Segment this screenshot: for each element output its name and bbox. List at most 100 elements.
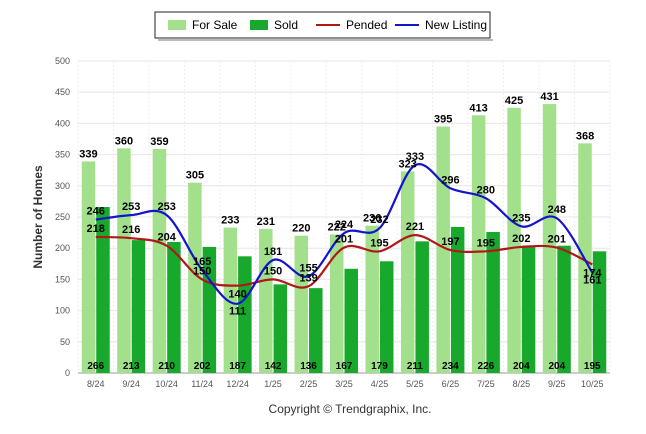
label-for-sale: 220 bbox=[292, 223, 310, 235]
bar-for-sale bbox=[400, 171, 415, 373]
x-tick-label: 11/24 bbox=[191, 379, 213, 389]
label-new-listing: 111 bbox=[229, 306, 246, 318]
x-tick-label: 5/25 bbox=[406, 379, 424, 389]
x-tick-label: 2/25 bbox=[300, 379, 318, 389]
label-sold: 226 bbox=[478, 361, 495, 372]
label-new-listing: 296 bbox=[441, 174, 459, 186]
bar-sold bbox=[96, 207, 110, 373]
y-tick-label: 200 bbox=[55, 243, 70, 253]
label-pended: 216 bbox=[122, 224, 140, 236]
label-sold: 167 bbox=[336, 361, 353, 372]
label-for-sale: 323 bbox=[399, 158, 417, 170]
label-pended: 201 bbox=[548, 234, 566, 246]
bar-sold bbox=[167, 241, 181, 373]
bar-sold bbox=[309, 288, 323, 373]
label-for-sale: 359 bbox=[150, 136, 168, 148]
x-tick-label: 1/25 bbox=[264, 379, 282, 389]
label-for-sale: 425 bbox=[505, 95, 523, 107]
label-for-sale: 339 bbox=[79, 148, 97, 160]
label-sold: 210 bbox=[158, 361, 175, 372]
label-new-listing: 280 bbox=[477, 184, 495, 196]
bar-for-sale bbox=[117, 148, 131, 373]
y-tick-label: 250 bbox=[55, 212, 70, 222]
y-tick-label: 300 bbox=[55, 181, 70, 191]
label-sold: 204 bbox=[548, 361, 565, 372]
label-pended: 139 bbox=[299, 272, 317, 284]
label-for-sale: 236 bbox=[363, 213, 381, 225]
x-tick-label: 6/25 bbox=[442, 379, 460, 389]
x-tick-label: 12/24 bbox=[226, 379, 249, 389]
label-new-listing: 232 bbox=[370, 214, 388, 226]
y-tick-label: 500 bbox=[55, 56, 70, 66]
line-new-listing bbox=[95, 162, 594, 305]
copyright-text: Copyright © Trendgraphix, Inc. bbox=[269, 402, 432, 416]
bar-for-sale bbox=[507, 107, 521, 374]
bar-sold bbox=[450, 226, 465, 373]
label-sold: 187 bbox=[229, 361, 246, 372]
label-new-listing: 333 bbox=[406, 151, 424, 163]
legend-swatch bbox=[168, 20, 186, 30]
label-for-sale: 305 bbox=[186, 170, 204, 182]
bar-sold bbox=[344, 268, 358, 373]
label-new-listing: 224 bbox=[335, 219, 354, 231]
label-sold: 179 bbox=[371, 361, 388, 372]
bar-for-sale bbox=[188, 182, 202, 373]
label-for-sale: 368 bbox=[576, 130, 594, 142]
label-pended: 221 bbox=[406, 221, 424, 233]
label-pended: 195 bbox=[370, 237, 388, 249]
legend-label: Sold bbox=[274, 18, 298, 32]
x-tick-label: 9/24 bbox=[122, 379, 140, 389]
x-tick-label: 7/25 bbox=[477, 379, 495, 389]
label-pended: 150 bbox=[264, 265, 282, 277]
y-tick-label: 350 bbox=[55, 150, 70, 160]
x-tick-label: 4/25 bbox=[371, 379, 389, 389]
bar-sold bbox=[202, 246, 217, 373]
label-new-listing: 155 bbox=[299, 262, 317, 274]
bar-for-sale bbox=[330, 234, 344, 373]
legend: For Sale Sold Pended New Listing bbox=[154, 11, 493, 41]
y-tick-label: 100 bbox=[55, 306, 70, 316]
label-sold: 202 bbox=[194, 361, 211, 372]
y-tick-label: 400 bbox=[55, 118, 70, 128]
bar-sold bbox=[592, 251, 607, 373]
bar-for-sale bbox=[542, 104, 557, 373]
bar-sold bbox=[131, 240, 146, 373]
label-new-listing: 165 bbox=[193, 256, 211, 268]
label-pended: 140 bbox=[228, 289, 246, 301]
legend-swatch bbox=[250, 20, 268, 30]
legend-shadow bbox=[158, 39, 493, 41]
label-new-listing: 235 bbox=[512, 212, 530, 224]
label-new-listing: 181 bbox=[264, 246, 282, 258]
bar-for-sale bbox=[436, 126, 450, 374]
label-pended: 204 bbox=[157, 232, 176, 244]
label-sold: 142 bbox=[265, 361, 282, 372]
label-sold: 213 bbox=[123, 361, 140, 372]
label-sold: 204 bbox=[513, 361, 530, 372]
label-for-sale: 233 bbox=[221, 215, 239, 227]
legend-label: New Listing bbox=[425, 18, 487, 32]
bar-for-sale bbox=[223, 227, 238, 373]
x-tick-label: 10/25 bbox=[581, 379, 604, 389]
label-sold: 234 bbox=[442, 361, 459, 372]
bar-sold bbox=[557, 245, 571, 373]
bar-for-sale bbox=[294, 235, 309, 373]
label-for-sale: 395 bbox=[434, 114, 452, 126]
bar-for-sale bbox=[471, 115, 486, 374]
label-for-sale: 222 bbox=[328, 221, 346, 233]
x-tick-label: 8/25 bbox=[513, 379, 531, 389]
bar-for-sale bbox=[81, 161, 96, 373]
label-sold: 266 bbox=[87, 361, 104, 372]
label-sold: 136 bbox=[300, 361, 317, 372]
bar-sold bbox=[521, 245, 536, 373]
legend-label: For Sale bbox=[192, 18, 238, 32]
y-tick-label: 150 bbox=[55, 274, 70, 284]
bar-for-sale bbox=[365, 225, 379, 373]
label-sold: 195 bbox=[584, 361, 601, 372]
label-new-listing: 246 bbox=[87, 205, 105, 217]
bar-sold bbox=[415, 241, 429, 373]
label-new-listing: 248 bbox=[548, 204, 566, 216]
label-new-listing: 253 bbox=[157, 201, 175, 213]
y-tick-label: 0 bbox=[65, 368, 70, 378]
